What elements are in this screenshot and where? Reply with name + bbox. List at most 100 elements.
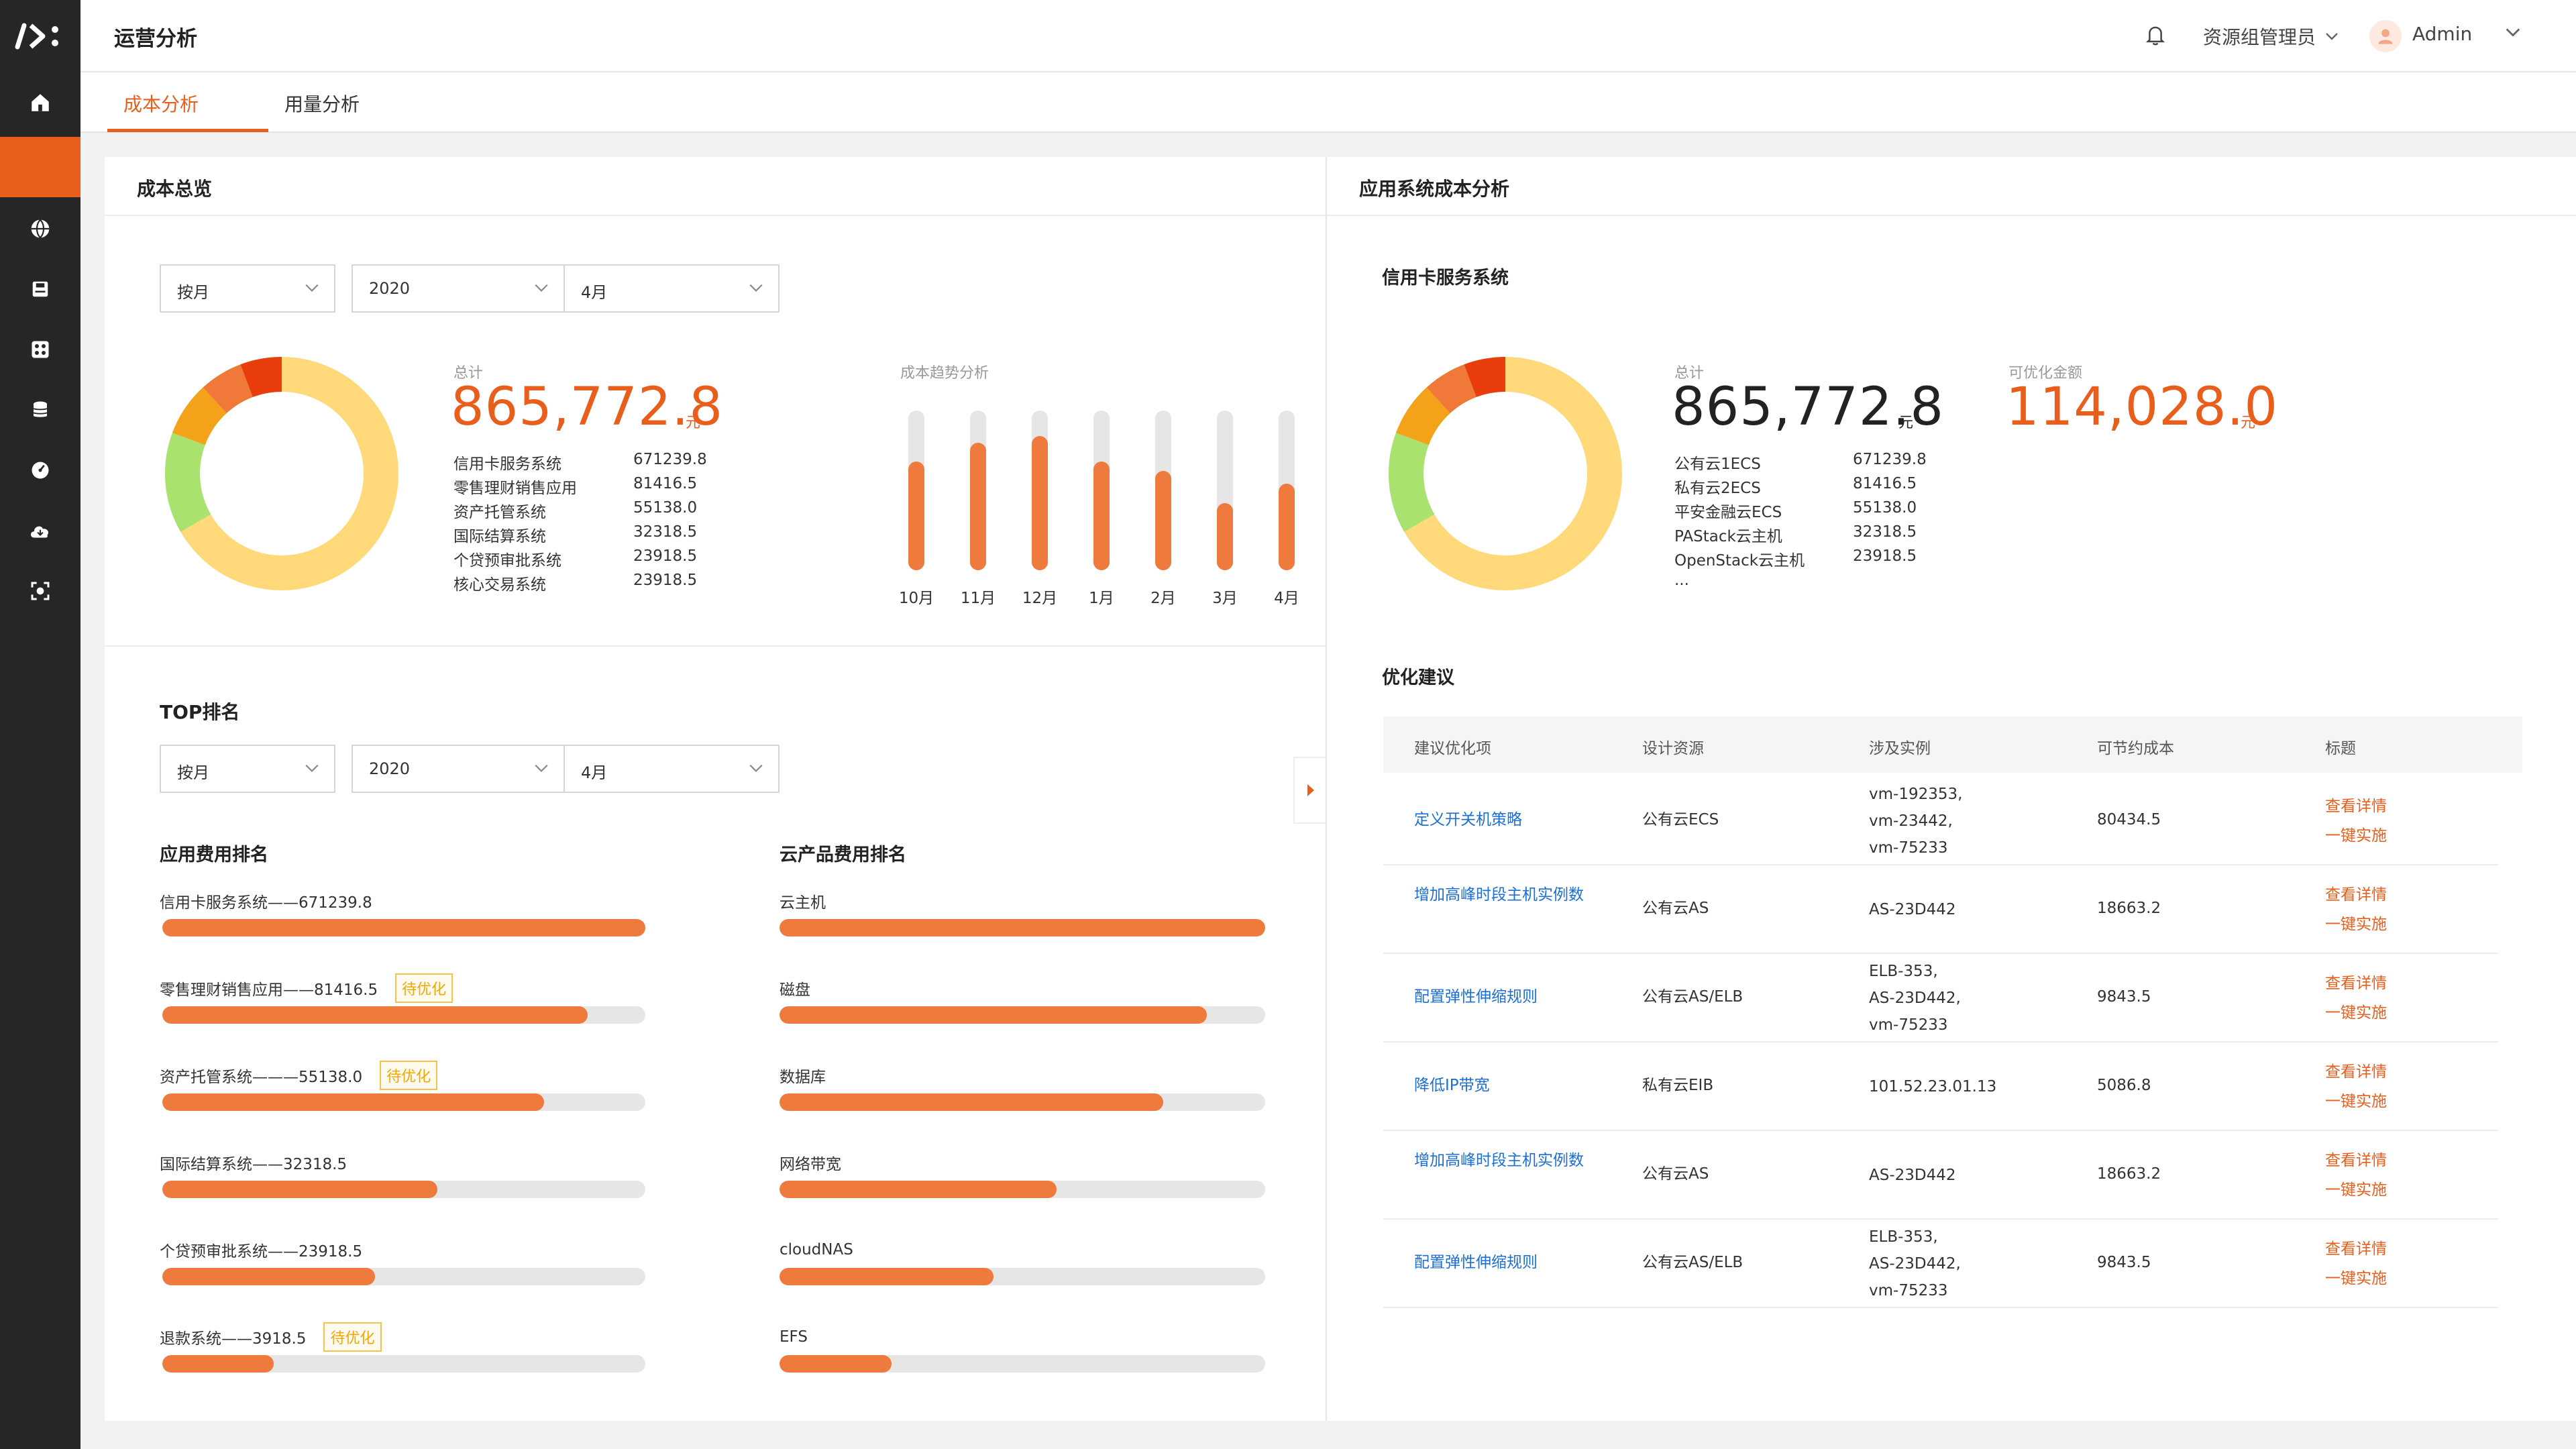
apply-link[interactable]: 一键实施 — [2325, 1181, 2387, 1199]
system-total-label: 总计 — [1674, 365, 1705, 382]
app-rank-text: 零售理财销售应用——81416.5 — [160, 981, 378, 999]
trend-bar-track — [908, 411, 924, 570]
app-rank-bar — [162, 1355, 274, 1373]
suggest-item-link[interactable]: 增加高峰时段主机实例数 — [1414, 886, 1584, 904]
nav-network[interactable] — [0, 199, 80, 259]
nav-apps[interactable] — [0, 319, 80, 380]
cloud-rank-track — [780, 1093, 1265, 1111]
system-total-unit: 元 — [1898, 415, 1914, 431]
apply-link[interactable]: 一键实施 — [2325, 916, 2387, 933]
table-row: 降低IP带宽 私有云EIB 101.52.23.01.13 5086.8 查看详情 一键实… — [1383, 1042, 2498, 1131]
chevron-down-icon — [749, 764, 763, 772]
app-rank-bar — [162, 1181, 437, 1198]
suggest-item-link[interactable]: 配置弹性伸缩规则 — [1414, 1254, 1538, 1271]
table-row: 配置弹性伸缩规则 公有云AS/ELB ELB-353, AS-23D442, vm-75… — [1383, 1220, 2498, 1308]
trend-title: 成本趋势分析 — [900, 365, 989, 382]
user-name[interactable]: Admin — [2412, 23, 2473, 45]
chevron-down-icon — [2326, 33, 2338, 40]
cloud-rank-bar — [780, 1268, 994, 1285]
cloud-rank-track — [780, 919, 1265, 936]
nav-operations[interactable] — [0, 137, 80, 197]
view-detail-link[interactable]: 查看详情 — [2325, 1240, 2387, 1258]
cloud-rank-text: EFS — [780, 1328, 808, 1346]
view-detail-link[interactable]: 查看详情 — [2325, 1063, 2387, 1081]
tab-bar: 成本分析 用量分析 — [80, 72, 2576, 133]
cloud-rank-text: 云主机 — [780, 894, 826, 912]
section-divider — [105, 645, 1327, 647]
year-select[interactable]: 2020 — [352, 264, 565, 313]
legend-value: 23918.5 — [633, 547, 698, 565]
table-row: 增加高峰时段主机实例数 公有云AS AS-23D442 18663.2 查看详情 一键实施 — [1383, 865, 2498, 954]
collapse-handle[interactable] — [1293, 757, 1327, 824]
top-period-select[interactable]: 按月 — [160, 745, 335, 793]
cloud-rank-text: 磁盘 — [780, 981, 810, 999]
legend-value: 671239.8 — [633, 451, 707, 468]
cloud-icon — [30, 526, 49, 538]
apply-link[interactable]: 一键实施 — [2325, 1004, 2387, 1022]
legend-name: 核心交易系统 — [453, 576, 546, 594]
view-detail-link[interactable]: 查看详情 — [2325, 1152, 2387, 1169]
optimize-badge[interactable]: 待优化 — [380, 1061, 438, 1090]
legend-name: 私有云2ECS — [1674, 480, 1761, 497]
apply-link[interactable]: 一键实施 — [2325, 1270, 2387, 1287]
cloud-rank-bar — [780, 1006, 1207, 1024]
nav-cloud[interactable] — [0, 500, 80, 561]
avatar[interactable] — [2369, 20, 2402, 52]
optimize-badge[interactable]: 待优化 — [323, 1322, 382, 1352]
instance-line: vm-23442, — [1869, 812, 1953, 830]
nav-scan[interactable] — [0, 561, 80, 621]
globe-icon — [31, 219, 50, 239]
notification-button[interactable] — [2145, 24, 2165, 48]
tab-cost-analysis[interactable]: 成本分析 — [123, 93, 199, 115]
tab-usage-analysis[interactable]: 用量分析 — [284, 93, 360, 115]
view-detail-link[interactable]: 查看详情 — [2325, 886, 2387, 904]
nav-database[interactable] — [0, 380, 80, 440]
overview-header: 成本总览 — [105, 157, 1327, 216]
trend-bar-label: 4月 — [1274, 590, 1299, 607]
chevron-down-icon — [535, 284, 548, 292]
cloud-rank-track — [780, 1268, 1265, 1285]
trend-bar — [1279, 484, 1295, 570]
suggest-saving: 80434.5 — [2097, 811, 2161, 828]
trend-bar-label: 2月 — [1150, 590, 1176, 607]
role-label: 资源组管理员 — [2203, 26, 2316, 48]
app-rank-text: 资产托管系统———55138.0 — [160, 1069, 363, 1086]
user-menu-toggle[interactable] — [2505, 27, 2521, 40]
side-rail — [0, 0, 80, 1449]
nav-home[interactable] — [0, 72, 80, 133]
cloud-ranking-title: 云产品费用排名 — [780, 845, 906, 865]
legend-value: 55138.0 — [1853, 499, 1917, 517]
apply-link[interactable]: 一键实施 — [2325, 827, 2387, 845]
top-month-select-value: 4月 — [581, 763, 608, 782]
donut-slice-green — [1389, 357, 1622, 590]
nav-storage[interactable] — [0, 259, 80, 319]
suggest-item-link[interactable]: 定义开关机策略 — [1414, 811, 1522, 828]
view-detail-link[interactable]: 查看详情 — [2325, 975, 2387, 992]
apps-icon — [32, 341, 49, 358]
view-detail-link[interactable]: 查看详情 — [2325, 798, 2387, 815]
chevron-down-icon — [305, 284, 319, 292]
trend-bar-label: 1月 — [1089, 590, 1114, 607]
optimize-badge[interactable]: 待优化 — [395, 973, 453, 1003]
top-year-select[interactable]: 2020 — [352, 745, 565, 793]
role-switcher[interactable]: 资源组管理员 — [2203, 23, 2339, 50]
app-logo[interactable] — [0, 0, 80, 72]
top-month-select[interactable]: 4月 — [564, 745, 780, 793]
overview-donut-chart — [165, 357, 398, 590]
app-rank-label: 资产托管系统———55138.0 待优化 — [160, 1059, 438, 1092]
cloud-rank-label: 磁盘 — [780, 971, 810, 1005]
app-rank-track — [162, 1006, 645, 1024]
period-select[interactable]: 按月 — [160, 264, 335, 313]
month-select[interactable]: 4月 — [564, 264, 780, 313]
home-icon — [32, 94, 49, 111]
cloud-rank-text: 网络带宽 — [780, 1156, 841, 1173]
top-period-select-value: 按月 — [177, 763, 209, 782]
suggest-item-link[interactable]: 增加高峰时段主机实例数 — [1414, 1152, 1584, 1169]
nav-monitor[interactable] — [0, 440, 80, 500]
overview-title: 成本总览 — [137, 178, 213, 200]
apply-link[interactable]: 一键实施 — [2325, 1093, 2387, 1110]
trend-bar-track — [1032, 411, 1048, 570]
suggest-item-link[interactable]: 降低IP带宽 — [1414, 1077, 1490, 1094]
chevron-down-icon — [535, 764, 548, 772]
suggest-item-link[interactable]: 配置弹性伸缩规则 — [1414, 988, 1538, 1006]
